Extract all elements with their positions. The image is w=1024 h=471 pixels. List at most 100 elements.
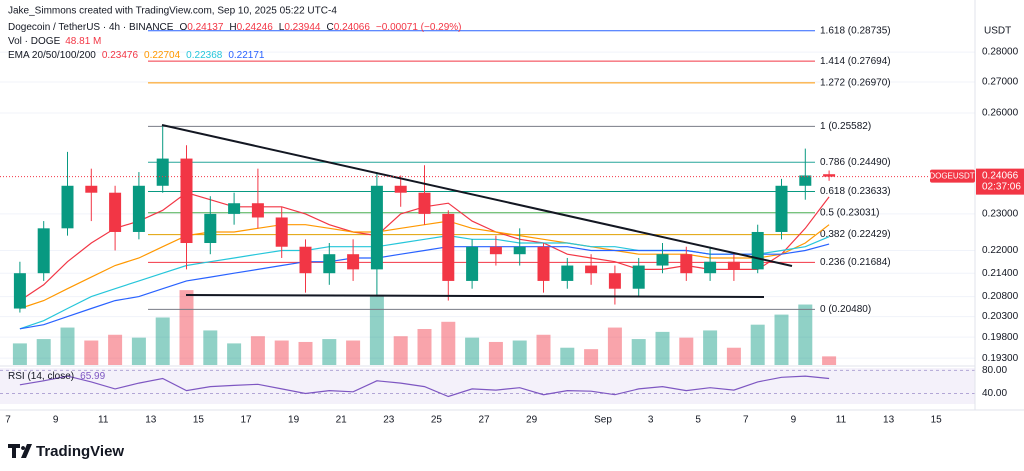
candle-body xyxy=(537,246,550,281)
x-tick-label: 11 xyxy=(836,415,847,426)
volume-bar xyxy=(774,314,789,365)
y-tick-label: 0.19300 xyxy=(982,353,1019,364)
fib-label: 0 (0.20480) xyxy=(820,304,871,315)
candle-body xyxy=(561,265,574,281)
x-tick-label: Sep xyxy=(594,415,612,426)
candle-body xyxy=(751,231,764,270)
y-tick-label: 0.19800 xyxy=(982,332,1019,343)
y-tick-label: 0.20300 xyxy=(982,311,1019,322)
volume-bar xyxy=(131,337,146,365)
brand: TradingView xyxy=(36,443,124,460)
volume-bar xyxy=(441,321,456,365)
x-tick-label: 23 xyxy=(383,415,395,426)
volume-bar xyxy=(488,341,503,365)
candle-body xyxy=(608,273,621,289)
x-tick-label: 27 xyxy=(478,415,490,426)
quote-value: 0.24066 xyxy=(334,22,371,33)
volume-bar xyxy=(227,343,242,365)
symbol-legend: Dogecoin / TetherUS · 4h · BINANCE O0.241… xyxy=(8,22,462,33)
axes: USDT 0.28000 0.27000 0.26000 0.23000 0.22000 0… xyxy=(0,26,1024,426)
rsi-pane xyxy=(0,369,975,398)
volume-bar xyxy=(322,339,337,365)
quote-key: H xyxy=(229,22,236,33)
x-tick-label: 21 xyxy=(336,415,348,426)
logo-icon xyxy=(8,444,32,458)
candle-body xyxy=(466,246,479,281)
fib-label: 0.382 (0.22429) xyxy=(820,229,891,240)
volume-bar xyxy=(726,347,741,365)
candle-body xyxy=(632,265,645,289)
volume-bar xyxy=(822,356,837,365)
y-axis-title: USDT xyxy=(984,26,1011,37)
volume-bar xyxy=(679,337,694,365)
candle-body xyxy=(13,273,26,309)
volume-bar xyxy=(393,336,408,365)
x-tick-label: 11 xyxy=(98,415,109,426)
symbol: Dogecoin / TetherUS · 4h · BINANCE xyxy=(8,22,174,33)
volume-bar xyxy=(203,330,218,365)
y-tick-label: 0.21400 xyxy=(982,268,1019,279)
countdown: 02:37:06 xyxy=(982,181,1021,192)
volume-bar xyxy=(155,317,170,365)
candle-body xyxy=(85,185,98,193)
y-tick-label: 0.20800 xyxy=(982,291,1019,302)
candle-body xyxy=(585,265,598,274)
fib-label: 0.618 (0.23633) xyxy=(820,186,891,197)
rsi-band xyxy=(0,368,975,404)
volume-bar xyxy=(36,339,51,365)
volume-label: Vol · DOGE xyxy=(8,36,61,47)
volume-bar xyxy=(512,340,527,365)
volume-bar xyxy=(584,349,599,365)
x-tick-label: 13 xyxy=(145,415,157,426)
ema-line xyxy=(19,243,830,330)
candle-body xyxy=(228,203,241,214)
quote-value: 0.23944 xyxy=(284,22,321,33)
volume-bar xyxy=(179,290,194,365)
y-tick-label: 0.23000 xyxy=(982,209,1019,220)
candle-body xyxy=(61,185,74,229)
volume-bar xyxy=(750,324,765,365)
candle-body xyxy=(275,217,288,247)
x-tick-label: 7 xyxy=(743,415,749,426)
volume-bar xyxy=(465,337,480,365)
candle-body xyxy=(323,254,336,274)
grid xyxy=(0,51,975,359)
quote-key: L xyxy=(279,22,285,33)
volume-bar xyxy=(536,334,551,365)
quote-change: −0.00071 (−0.29%) xyxy=(376,22,462,33)
ema-label: EMA 20/50/100/200 xyxy=(8,50,96,61)
volume-bar xyxy=(84,340,99,365)
x-tick-label: 9 xyxy=(791,415,797,426)
footer-logo: TradingView xyxy=(8,443,124,460)
candle-body xyxy=(442,213,455,281)
volume-legend: Vol · DOGE 48.81 M xyxy=(8,36,101,47)
candle-body xyxy=(727,261,740,270)
rsi-legend: RSI (14, close) 65.99 xyxy=(8,371,106,382)
volume-bar xyxy=(108,334,123,365)
quote-value: 0.24137 xyxy=(187,22,224,33)
candle-body xyxy=(37,228,50,274)
rsi-line xyxy=(19,375,830,398)
ema-value: 0.22368 xyxy=(186,50,223,61)
volume-value: 48.81 M xyxy=(65,36,101,47)
candle-body xyxy=(394,185,407,193)
price-tag: 0.24066 xyxy=(982,170,1019,181)
ema-value: 0.22171 xyxy=(228,50,265,61)
y-tick-label: 0.27000 xyxy=(982,77,1019,88)
ema-value: 0.22704 xyxy=(144,50,181,61)
symbol-tag: DOGEUSDT xyxy=(929,172,974,181)
candle-body xyxy=(251,203,264,218)
volume-bar xyxy=(703,330,718,365)
volume-bar xyxy=(346,340,361,365)
fib-label: 1.272 (0.26970) xyxy=(820,78,891,89)
x-tick-label: 19 xyxy=(288,415,300,426)
candle-body xyxy=(656,254,669,266)
fib-label: 1 (0.25582) xyxy=(820,121,871,132)
candle-body xyxy=(180,158,193,244)
volume-bar xyxy=(250,336,265,365)
quote-key: C xyxy=(327,22,334,33)
volume-bar xyxy=(60,327,75,365)
candle-body xyxy=(799,175,812,186)
trendline xyxy=(161,124,793,267)
volume-bar xyxy=(798,304,813,365)
